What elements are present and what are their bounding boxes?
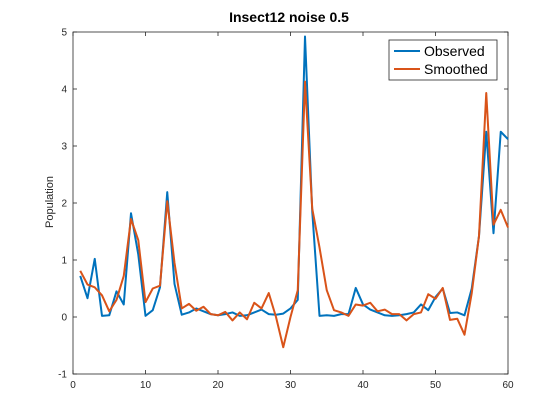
y-tick-label-4: 3 (61, 142, 67, 153)
y-tick-label-6: 5 (61, 28, 67, 39)
series-line-smoothed (79, 80, 509, 349)
plot-box (72, 31, 509, 375)
y-tick-label-0: -1 (58, 370, 67, 381)
x-tick-label-4: 40 (357, 380, 369, 391)
x-tick-label-0: 0 (70, 380, 76, 391)
y-tick-label-5: 4 (61, 85, 67, 96)
x-tick-label-3: 30 (285, 380, 297, 391)
y-tick-label-3: 2 (61, 199, 67, 210)
x-tick-label-2: 20 (212, 380, 224, 391)
legend-label-smoothed: Smoothed (424, 61, 488, 77)
x-tick-label-1: 10 (140, 380, 152, 391)
legend-box (388, 39, 498, 81)
x-tick-label-6: 60 (502, 380, 514, 391)
legend: Observed Smoothed (388, 39, 498, 81)
y-tick-label-1: 0 (61, 313, 67, 324)
legend-label-observed: Observed (424, 43, 485, 59)
y-axis-label: Population (44, 176, 56, 228)
x-tick-label-5: 50 (430, 380, 442, 391)
y-tick-label-2: 1 (61, 256, 67, 267)
chart-title: Insect12 noise 0.5 (229, 9, 349, 25)
